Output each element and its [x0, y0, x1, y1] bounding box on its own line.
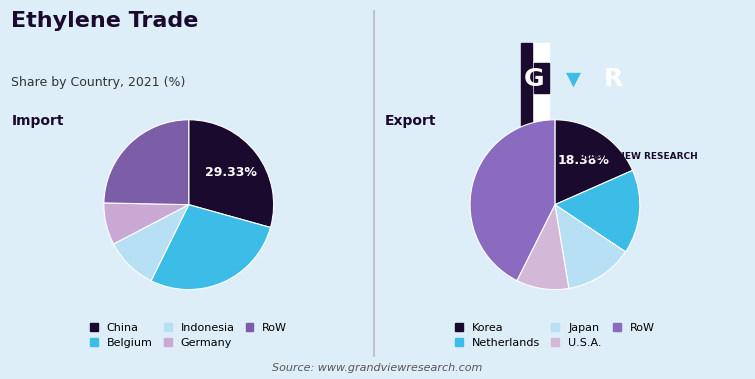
Text: Import: Import [11, 114, 64, 128]
Text: Source: www.grandviewresearch.com: Source: www.grandviewresearch.com [273, 363, 482, 373]
Text: Ethylene Trade: Ethylene Trade [11, 11, 199, 31]
Wedge shape [104, 120, 189, 205]
Legend: Korea, Netherlands, Japan, U.S.A., RoW: Korea, Netherlands, Japan, U.S.A., RoW [455, 323, 655, 348]
Bar [521, 43, 549, 128]
Wedge shape [104, 203, 189, 244]
Wedge shape [555, 205, 625, 288]
Wedge shape [113, 205, 189, 281]
Legend: China, Belgium, Indonesia, Germany, RoW: China, Belgium, Indonesia, Germany, RoW [90, 323, 288, 348]
Text: GRAND VIEW RESEARCH: GRAND VIEW RESEARCH [575, 152, 698, 161]
Wedge shape [151, 205, 270, 290]
Wedge shape [189, 120, 273, 227]
Text: 18.38%: 18.38% [558, 154, 609, 167]
Text: Share by Country, 2021 (%): Share by Country, 2021 (%) [11, 76, 186, 89]
Wedge shape [517, 205, 569, 290]
Text: Export: Export [385, 114, 436, 128]
Bar [535, 63, 549, 94]
Wedge shape [470, 120, 555, 280]
Bar [521, 43, 532, 128]
Text: ▼: ▼ [566, 70, 581, 89]
Wedge shape [555, 170, 639, 252]
Text: G: G [524, 67, 544, 91]
Text: 29.33%: 29.33% [205, 166, 257, 179]
Wedge shape [555, 120, 633, 205]
Text: R: R [604, 67, 623, 91]
